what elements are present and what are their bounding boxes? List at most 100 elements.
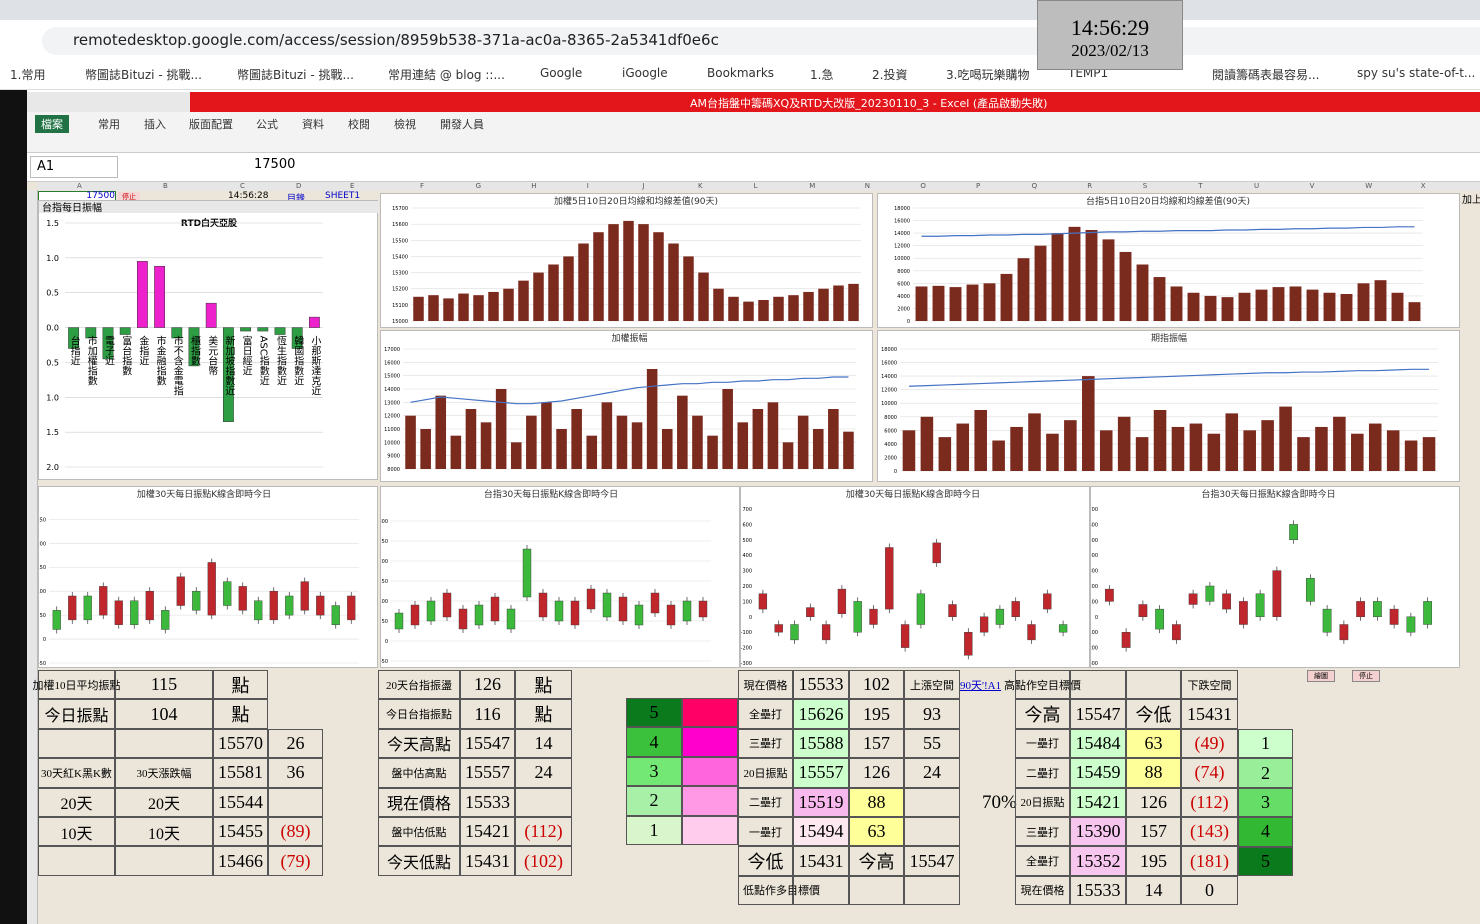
table-cell: 全壘打 (1015, 846, 1070, 876)
ribbon-tab[interactable]: 檔案 (35, 115, 69, 133)
candle-body (458, 608, 468, 630)
table-cell: 一壘打 (738, 817, 793, 847)
bar (623, 220, 634, 321)
table-cell: (112) (515, 817, 572, 847)
bookmark[interactable]: 幣圖誌Bituzi - 挑戰... (237, 68, 354, 82)
ribbon-tab[interactable]: 插入 (144, 118, 166, 131)
candle-body (99, 586, 108, 616)
y-tick-label: 0.5 (46, 289, 59, 298)
y-tick-label: -300 (1091, 661, 1098, 667)
table-cell (115, 728, 213, 759)
chart: 15000 15100 15200 15300 15400 15500 15600 15700… (392, 195, 861, 325)
excel-title: AM台指盤中籌碼XQ及RTD大改版_20230110_3 - Excel (產品… (690, 97, 1048, 110)
column-letter: R (1087, 182, 1093, 190)
column-letter: W (1365, 182, 1373, 190)
table-cell: 高點作空目標價 (1004, 670, 1081, 700)
bar (205, 302, 217, 328)
sheet-button[interactable]: 停止 (1352, 670, 1380, 682)
ribbon-tab[interactable]: 檢視 (394, 118, 416, 131)
chart-panel: 台指每日振幅 RTD白天亞股 1.5 1.0 0.5 0.0 0.5 1.0 1.5 2.0 台指近… (38, 200, 379, 480)
cell-stop[interactable]: 停止 (118, 192, 140, 202)
table-cell: 14 (515, 728, 572, 759)
chart-panel: 8000 9000 10000 11000 12000 13000 14000 15000 16… (380, 330, 873, 482)
bar (1225, 413, 1239, 471)
address-field[interactable] (42, 27, 1480, 55)
bookmark[interactable]: 2.投資 (872, 68, 908, 82)
y-tick-label: 15400 (392, 254, 408, 260)
bar (1422, 437, 1436, 471)
table-cell: (89) (268, 817, 323, 847)
bookmark[interactable]: 1.急 (810, 68, 834, 82)
x-tick-label: 恆生指數近 (275, 334, 287, 385)
candle-body (1372, 601, 1382, 618)
candle-body (666, 604, 676, 626)
chart-panel: -50 0 50 100 150 200 250 加權30天每日振點K線含即時今日 (36, 486, 378, 668)
y-tick-label: 700 (1091, 507, 1098, 513)
table-cell: 點 (213, 699, 268, 729)
name-box[interactable]: A1 (30, 156, 118, 178)
candle-body (806, 607, 815, 617)
bookmark[interactable]: 閱讀籌碼表最容易... (1212, 68, 1320, 82)
y-tick-label: 16000 (384, 360, 400, 366)
table-cell: 二壘打 (738, 787, 793, 817)
bar (1221, 297, 1234, 321)
x-tick-label: 櫃指數 (189, 334, 201, 366)
y-tick-label: 15500 (392, 238, 408, 244)
bookmark[interactable]: spy su's state-of-t... (1357, 66, 1476, 80)
y-tick-label: 10000 (384, 440, 400, 446)
table-cell: 15455 (213, 817, 268, 847)
y-tick-label: 16000 (894, 219, 910, 225)
ribbon-tab[interactable]: 版面配置 (189, 118, 233, 131)
bar (1207, 433, 1221, 471)
bar (1386, 430, 1400, 471)
cell-toc[interactable]: 目錄 (286, 194, 305, 204)
bookmark[interactable]: 3.吃喝玩樂購物 (946, 68, 1030, 82)
table-cell (904, 817, 960, 847)
table-cell: 點 (515, 699, 572, 729)
table-cell (268, 787, 323, 817)
ribbon-tab[interactable]: 公式 (256, 118, 278, 131)
y-tick-label: 500 (742, 538, 752, 544)
bar (966, 284, 979, 321)
candle-body (1155, 608, 1165, 630)
y-tick-label: 700 (742, 507, 752, 513)
y-tick-label: 8000 (897, 269, 910, 275)
bookmark[interactable]: Google (540, 66, 583, 80)
x-tick-label: 市不含金電指 (171, 334, 183, 396)
formula-value[interactable]: 17500 (254, 157, 296, 172)
bookmark[interactable]: iGoogle (622, 66, 668, 80)
chart-title: 加權5日10日20日均線和均線差值(90天) (554, 195, 718, 207)
table-cell: 116 (460, 699, 515, 729)
ribbon-tab[interactable]: 開發人員 (440, 118, 484, 131)
bookmark[interactable]: 幣圖誌Bituzi - 挑戰... (85, 68, 202, 82)
candle-body (1121, 631, 1131, 648)
y-tick-label: 15000 (384, 374, 400, 380)
y-tick-label: 14000 (384, 387, 400, 393)
table-cell: 15588 (793, 728, 849, 759)
column-letter: Q (1031, 182, 1038, 190)
ribbon-tab[interactable]: 常用 (98, 118, 120, 131)
table-cell: 126 (460, 670, 515, 700)
bookmark[interactable]: 1.常用 (10, 68, 46, 82)
bar (728, 296, 739, 321)
table-cell: 3 (626, 756, 682, 787)
candle-body (1058, 624, 1068, 633)
bar (119, 327, 131, 335)
column-letter: V (1309, 182, 1315, 190)
sheet-button[interactable]: 繪圖 (1307, 670, 1335, 682)
bookmark[interactable]: 常用連結 @ blog ::... (388, 68, 505, 82)
y-tick-label: 600 (742, 522, 752, 528)
ribbon-tab[interactable]: 校閱 (348, 118, 370, 131)
chart: -50 0 50 100 150 200 250 300 台指30天每日振點K線含即時今日 (378, 488, 711, 665)
table-cell[interactable]: 90天'!A1 (960, 679, 1002, 692)
candle-body (238, 586, 247, 611)
bar (1046, 433, 1059, 471)
y-tick-label: 4000 (897, 294, 910, 300)
ribbon-tab[interactable]: 資料 (302, 118, 324, 131)
y-tick-label: 0 (1095, 615, 1098, 621)
bar (443, 298, 454, 321)
bookmark[interactable]: Bookmarks (707, 66, 775, 80)
bar (1315, 426, 1328, 471)
bar (420, 429, 431, 469)
y-tick-label: 300 (1091, 569, 1098, 575)
